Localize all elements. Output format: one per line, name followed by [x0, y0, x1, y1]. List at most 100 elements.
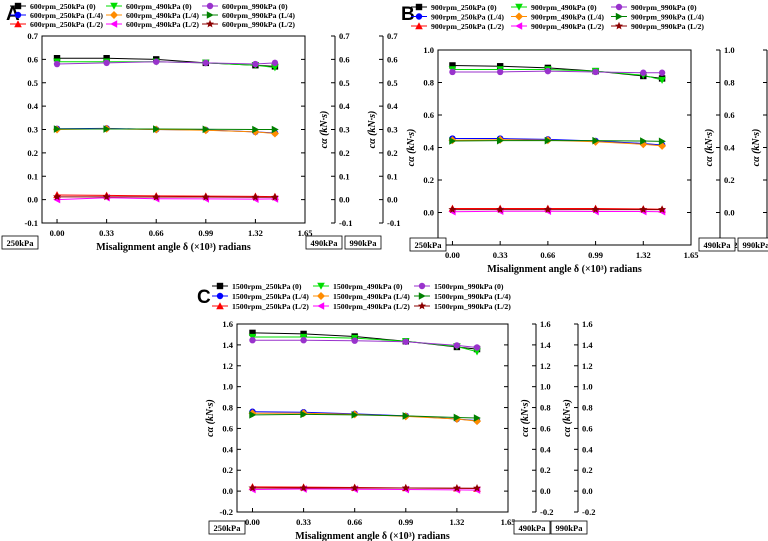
legend-item: 1500rpm_490kPa (0) — [313, 282, 403, 291]
y-tick-label: 1.0 — [540, 382, 551, 392]
data-point — [153, 58, 160, 65]
legend-item: 900rpm_490kPa (L/4) — [511, 12, 604, 21]
series — [248, 483, 481, 492]
data-point — [640, 69, 647, 76]
data-point — [453, 342, 461, 349]
legend-item: 900rpm_250kPa (L/4) — [411, 12, 504, 21]
y-axis-right-2: -0.1 0.0 0.1 0.2 0.3 0.4 0.5 0.6 0.7 cα (kN·s) — [367, 31, 400, 228]
data-point — [449, 62, 456, 69]
legend-marker — [14, 2, 22, 10]
data-point — [351, 411, 359, 419]
axis-box-frame — [344, 235, 382, 250]
y-axis-right-1: -0.20.00.20.40.60.81.0cα (kN·s) — [704, 45, 737, 250]
data-point — [473, 348, 481, 356]
axis-box-frame — [513, 520, 551, 535]
y-axis-label-right-1: cα (kN·s) — [704, 129, 715, 167]
x-tick-label: 0.99 — [398, 517, 413, 527]
y-tick-label: 0.6 — [423, 110, 434, 120]
legend-label: 900rpm_250kPa (L/2) — [431, 22, 504, 31]
y-axis-left: -0.20.00.20.40.60.81.0cα (kN·s) — [406, 45, 442, 250]
data-point — [252, 60, 259, 68]
y-tick-label: 1.2 — [222, 361, 233, 371]
y-tick-label: 0.2 — [582, 465, 593, 475]
axis-box-label: 990kPa — [350, 238, 378, 248]
data-point — [300, 410, 308, 419]
y-tick-label: 1.0 — [724, 45, 735, 55]
legend-item: 600rpm_250kPa (L/2) — [10, 20, 103, 29]
panel-letter: C — [197, 287, 211, 308]
legend-marker — [418, 301, 426, 310]
legend-item: 1500rpm_250kPa (L/4) — [212, 292, 309, 301]
data-point — [449, 68, 456, 76]
data-point — [402, 338, 409, 345]
legend-item: 900rpm_990kPa (0) — [611, 3, 697, 12]
legend-label: 1500rpm_490kPa (0) — [333, 282, 403, 291]
y-tick-label: -0.1 — [387, 218, 400, 228]
data-point — [300, 336, 307, 344]
series-line — [252, 413, 478, 419]
axis-box-frame — [737, 237, 768, 252]
data-point — [496, 205, 505, 213]
data-point — [103, 125, 111, 133]
legend-item: 1500rpm_490kPa (L/4) — [313, 292, 410, 301]
x-tick-label: 0.00 — [50, 228, 65, 238]
x-tick-label: 0.99 — [198, 228, 213, 238]
data-point — [152, 192, 161, 201]
y-tick-label: 0.8 — [222, 403, 233, 413]
chart-panel-b: B 900rpm_250kPa (0) 900rpm_490kPa (0) 900rp… — [401, 3, 768, 275]
legend-item: 900rpm_990kPa (L/4) — [611, 12, 704, 21]
data-point — [452, 483, 461, 492]
data-point — [252, 125, 260, 134]
legend-label: 1500rpm_250kPa (L/2) — [232, 302, 309, 311]
series-line — [57, 61, 275, 65]
legend-marker — [206, 2, 214, 10]
y-tick-label: -0.2 — [220, 507, 233, 517]
axis-box-1: 490kPa — [305, 235, 343, 250]
data-point — [202, 59, 210, 67]
axis-box-0: 250kPa — [208, 520, 246, 535]
data-point — [103, 59, 110, 67]
y-tick-label: 0.0 — [582, 486, 593, 496]
legend: 900rpm_250kPa (0) 900rpm_490kPa (0) 900rpm… — [411, 3, 704, 31]
data-point — [543, 205, 552, 213]
y-tick-label: 0.4 — [540, 444, 551, 454]
axis-box-1: 490kPa — [513, 520, 551, 535]
y-tick-label: 0.7 — [387, 31, 398, 41]
data-point — [299, 483, 308, 492]
legend-item: 600rpm_490kPa (0) — [106, 2, 192, 11]
x-tick-label: 0.33 — [493, 250, 508, 260]
legend-item: 1500rpm_990kPa (L/2) — [414, 301, 511, 311]
series — [53, 125, 279, 134]
x-axis: 0.00 0.33 0.66 0.99 1.32 1.65 Misalignment ang… — [50, 219, 312, 253]
legend-label: 900rpm_250kPa (0) — [431, 3, 497, 12]
y-tick-label: 0.4 — [222, 444, 233, 454]
legend-label: 1500rpm_990kPa (0) — [434, 282, 504, 291]
legend-label: 600rpm_490kPa (L/2) — [126, 20, 199, 29]
x-tick-label: 1.32 — [248, 228, 263, 238]
y-tick-label: 1.4 — [222, 340, 233, 350]
legend-marker — [515, 3, 523, 11]
data-point — [658, 205, 667, 213]
series-group — [448, 62, 667, 216]
data-point — [496, 68, 504, 76]
y-tick-label: -0.1 — [339, 218, 352, 228]
y-tick-label: 0.6 — [339, 54, 350, 64]
y-tick-label: 1.6 — [222, 319, 233, 329]
legend-label: 1500rpm_990kPa (L/2) — [434, 302, 511, 311]
series-line — [452, 69, 663, 81]
legend-marker — [216, 302, 224, 310]
series-group — [53, 55, 279, 204]
x-tick-label: 0.66 — [149, 228, 164, 238]
legend: 600rpm_250kPa (0) 600rpm_490kPa (0) 600rpm… — [10, 2, 295, 29]
data-point — [271, 64, 279, 72]
y-tick-label: 0.0 — [339, 195, 350, 205]
legend-marker — [216, 282, 224, 290]
y-tick-label: 0.2 — [222, 465, 233, 475]
axis-box-frame — [305, 235, 343, 250]
legend-item: 1500rpm_250kPa (0) — [212, 282, 302, 291]
axis-box-2: 990kPa — [737, 237, 768, 252]
data-point — [271, 59, 279, 67]
y-axis-label-right-2: cα (kN·s) — [751, 129, 762, 167]
